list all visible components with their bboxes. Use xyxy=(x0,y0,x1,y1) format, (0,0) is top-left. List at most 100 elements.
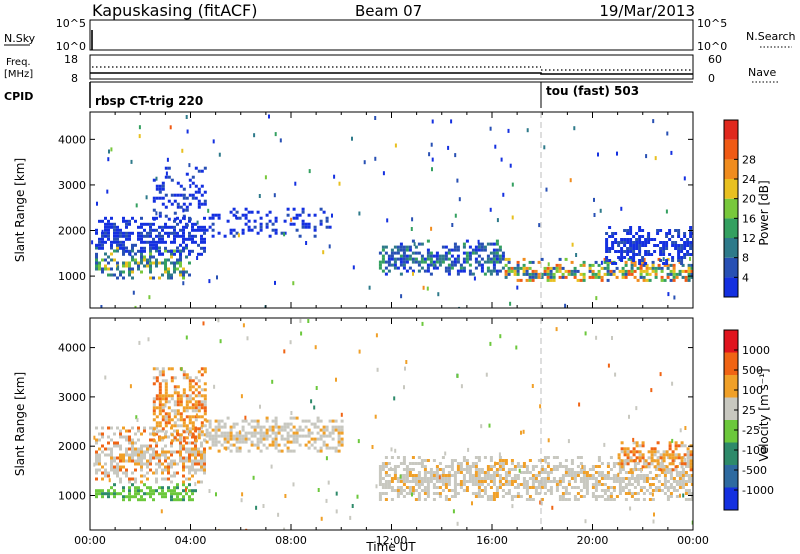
range-cell xyxy=(462,477,466,480)
range-cell xyxy=(384,498,388,501)
range-cell xyxy=(597,272,601,276)
range-cell xyxy=(197,391,201,395)
range-cell xyxy=(606,486,610,489)
range-cell xyxy=(319,207,323,211)
range-cell xyxy=(540,468,544,471)
range-cell xyxy=(672,489,676,492)
range-cell xyxy=(555,483,559,486)
colorbar-swatch xyxy=(724,198,738,219)
range-cell xyxy=(116,468,119,472)
noise-cell xyxy=(547,438,550,443)
range-cell xyxy=(155,444,158,448)
range-cell xyxy=(683,253,687,256)
range-cell xyxy=(200,367,204,371)
noise-cell xyxy=(597,152,599,157)
range-cell xyxy=(608,259,612,262)
range-cell xyxy=(134,462,137,466)
range-cell xyxy=(98,492,101,496)
range-cell xyxy=(173,264,176,268)
range-cell xyxy=(618,489,622,492)
range-cell xyxy=(185,415,189,419)
range-cell xyxy=(110,459,113,463)
range-cell xyxy=(492,480,496,483)
range-cell xyxy=(621,269,625,273)
range-cell xyxy=(609,495,613,498)
range-cell xyxy=(447,483,451,486)
range-cell xyxy=(525,278,529,282)
range-cell xyxy=(185,373,189,377)
range-cell xyxy=(113,222,116,226)
range-cell xyxy=(483,474,487,477)
noise-cell xyxy=(430,142,433,147)
colorbar-swatch xyxy=(724,120,738,140)
range-cell xyxy=(408,266,412,270)
velocity-cells xyxy=(93,318,693,530)
range-cell xyxy=(594,260,598,264)
range-cell xyxy=(191,196,195,200)
range-cell xyxy=(471,272,475,276)
range-cell xyxy=(378,477,382,480)
noise-cell xyxy=(499,334,502,339)
range-cell xyxy=(110,438,113,442)
range-cell xyxy=(244,213,248,217)
range-cell xyxy=(167,415,171,419)
range-cell xyxy=(504,483,508,486)
range-cell xyxy=(438,257,442,261)
range-cell xyxy=(152,429,155,433)
range-cell xyxy=(280,449,284,453)
range-cell xyxy=(662,468,666,472)
range-cell xyxy=(167,367,171,371)
range-cell xyxy=(119,459,122,463)
range-cell xyxy=(116,426,119,430)
range-cell xyxy=(465,468,469,471)
range-cell xyxy=(149,468,152,472)
range-cell xyxy=(316,449,320,453)
range-cell xyxy=(101,270,104,274)
range-cell xyxy=(98,462,101,466)
range-cell xyxy=(405,269,409,273)
range-cell xyxy=(334,419,338,423)
range-cell xyxy=(516,462,520,465)
noise-cell xyxy=(166,157,169,162)
noise-cell xyxy=(544,459,547,464)
range-cell xyxy=(194,184,198,188)
range-cell xyxy=(528,272,532,276)
noise-cell xyxy=(196,220,199,225)
range-cell xyxy=(167,421,171,425)
range-cell xyxy=(167,231,170,235)
range-cell xyxy=(188,237,191,241)
range-cell xyxy=(149,267,152,271)
range-cell xyxy=(170,462,173,466)
range-cell xyxy=(191,240,194,244)
range-cell xyxy=(501,254,505,258)
range-cell xyxy=(666,498,670,501)
range-cell xyxy=(689,247,693,250)
range-cell xyxy=(507,272,511,276)
range-cell xyxy=(638,229,642,232)
range-cell xyxy=(164,456,167,460)
range-cell xyxy=(438,492,442,495)
range-cell xyxy=(432,263,436,267)
range-cell xyxy=(531,498,535,501)
range-cell xyxy=(110,243,113,247)
noise-cell xyxy=(358,349,361,354)
range-cell xyxy=(298,425,302,429)
range-cell xyxy=(107,222,110,226)
range-cell xyxy=(540,257,544,261)
range-cell xyxy=(462,257,466,261)
range-cell xyxy=(495,492,499,495)
range-cell xyxy=(208,425,212,429)
range-cell xyxy=(552,275,556,279)
range-cell xyxy=(396,248,400,252)
range-cell xyxy=(543,269,547,273)
range-cell xyxy=(683,453,687,457)
freq-tick-top: 18 xyxy=(64,53,78,66)
range-cell xyxy=(567,272,571,276)
range-cell xyxy=(671,235,675,238)
colorbar-frame xyxy=(723,119,739,298)
noise-cell xyxy=(277,512,280,517)
noise-cell xyxy=(108,478,111,483)
range-cell xyxy=(618,486,622,489)
range-cell xyxy=(540,275,544,279)
range-cell xyxy=(660,278,664,282)
